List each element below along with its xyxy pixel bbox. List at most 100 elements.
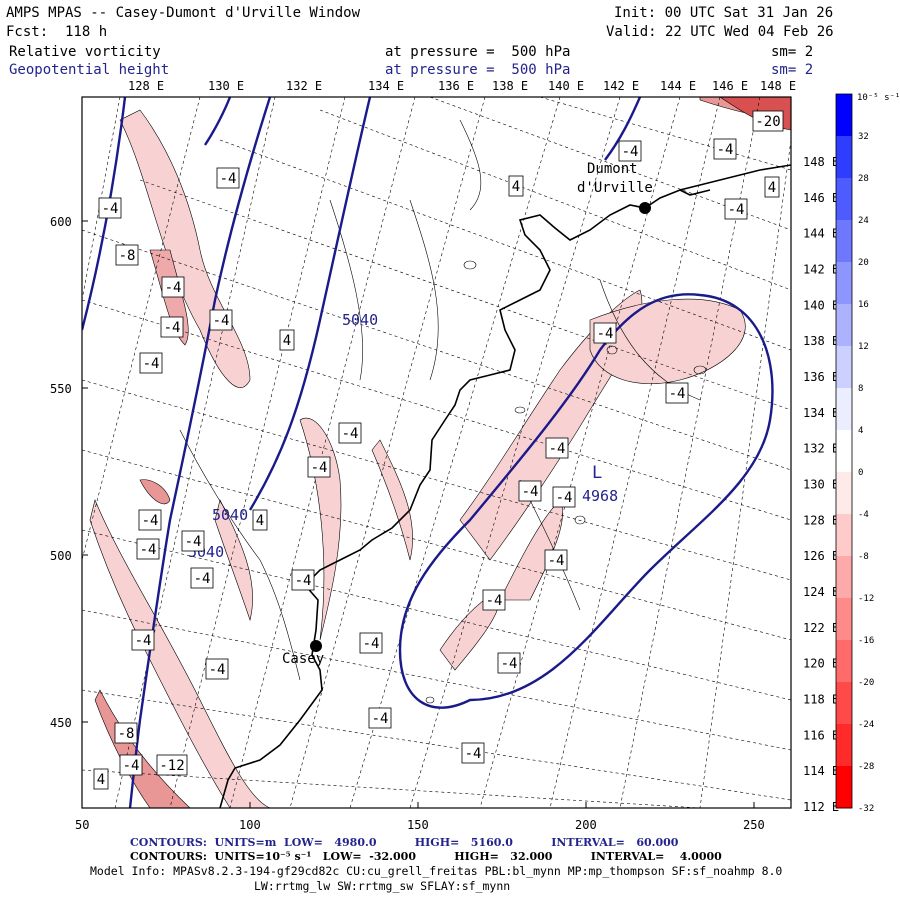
vorticity-label: -4 — [209, 309, 233, 331]
vorticity-label-box — [359, 632, 383, 654]
colorbar-tick-label: -32 — [858, 804, 874, 814]
vorticity-label: -4 — [618, 140, 642, 162]
vorticity-label-text: -20 — [755, 114, 780, 130]
vorticity-label-text: -4 — [165, 280, 182, 296]
forecast-hour: Fcst: 118 h — [6, 24, 108, 40]
height-contours — [82, 97, 774, 808]
right-lon-label: 134 E — [803, 406, 839, 420]
colorbar-segment — [836, 304, 852, 347]
vorticity-label: -4 — [552, 486, 576, 508]
colorbar-segment — [836, 640, 852, 683]
vorticity-label-text: 4 — [256, 513, 264, 529]
y-tick-label: 500 — [50, 549, 72, 563]
top-lon-label: 144 E — [660, 79, 696, 93]
right-lon-label: 118 E — [803, 693, 839, 707]
right-lon-label: 142 E — [803, 263, 839, 277]
contours-vorticity-info: CONTOURS: UNITS=10⁻⁵ s⁻¹ LOW= -32.000 HI… — [130, 850, 722, 863]
vorticity-label-text: -4 — [142, 513, 159, 529]
lat-lon-grid — [82, 97, 791, 808]
colorbar-segment — [836, 178, 852, 221]
vorticity-label: -4 — [160, 316, 184, 338]
colorbar-tick-label: 8 — [858, 384, 863, 394]
right-lon-label: 122 E — [803, 621, 839, 635]
vorticity-label-text: -4 — [717, 142, 734, 158]
station-label-dumont-2: d'Urville — [577, 180, 653, 196]
x-tick-label: 50 — [75, 818, 89, 832]
colorbar-tick-label: 20 — [858, 258, 869, 268]
x-tick-label: 150 — [407, 818, 429, 832]
field2-level: at pressure = 500 hPa — [385, 62, 571, 78]
colorbar-tick-label: 24 — [858, 216, 869, 226]
x-tick-label: 200 — [575, 818, 597, 832]
station-label-dumont-1: Dumont — [587, 161, 638, 177]
right-lon-label: 114 E — [803, 764, 839, 778]
right-lon-label: 136 E — [803, 370, 839, 384]
vorticity-label: -4 — [181, 530, 205, 552]
vorticity-label: -4 — [665, 382, 689, 404]
colorbar-tick-label: 0 — [858, 468, 863, 478]
y-tick-label: 550 — [50, 382, 72, 396]
model-info-2: LW:rrtmg_lw SW:rrtmg_sw SFLAY:sf_mynn — [254, 879, 511, 893]
colorbar-segment — [836, 430, 852, 473]
vorticity-label-text: -4 — [501, 656, 518, 672]
vorticity-label-text: -4 — [465, 746, 482, 762]
vorticity-label-text: -8 — [118, 726, 135, 742]
init-time: Init: 00 UTC Sat 31 Jan 26 — [614, 5, 834, 21]
vorticity-label-text: -4 — [548, 553, 565, 569]
vorticity-label: 4 — [764, 176, 780, 198]
vorticity-label-box — [593, 322, 617, 344]
vorticity-label-text: -4 — [597, 326, 614, 342]
vorticity-label-text: -4 — [342, 426, 359, 442]
colorbar-segment — [836, 682, 852, 725]
vorticity-label-text: -4 — [295, 573, 312, 589]
vorticity-label: -4 — [544, 549, 568, 571]
vorticity-label-box — [497, 652, 521, 674]
vorticity-label: -4 — [138, 509, 162, 531]
colorbar-tick-label: -8 — [858, 552, 869, 562]
station-casey: Casey — [282, 640, 324, 667]
vorticity-label-box — [209, 309, 233, 331]
vorticity-label-text: -4 — [185, 534, 202, 550]
vorticity-label-box — [216, 167, 240, 189]
vorticity-label-text: -4 — [123, 758, 140, 774]
vorticity-label-box — [115, 244, 139, 266]
right-longitude-labels: 148 E 146 E 144 E 142 E 140 E 138 E 136 E 134 E… — [803, 155, 839, 814]
vorticity-label-text: -4 — [549, 441, 566, 457]
vorticity-label-box — [665, 382, 689, 404]
colorbar-tick-label: 28 — [858, 174, 869, 184]
vorticity-label-box — [518, 480, 542, 502]
top-lon-label: 136 E — [438, 79, 474, 93]
height-labels: 5040 5040 5040 4968 L — [188, 311, 618, 561]
contours-height-info: CONTOURS: UNITS=m LOW= 4980.0 HIGH= 5160… — [130, 836, 679, 849]
colorbar-tick-label: -28 — [858, 762, 874, 772]
vorticity-label-text: -4 — [622, 144, 639, 160]
colorbar-tick-label: 4 — [858, 426, 863, 436]
vorticity-label-box — [307, 456, 331, 478]
colorbar-segment — [836, 472, 852, 515]
vorticity-label-text: -12 — [159, 758, 184, 774]
right-lon-label: 124 E — [803, 585, 839, 599]
height-label: 5040 — [342, 311, 378, 329]
colorbar-tick-label: 16 — [858, 300, 869, 310]
colorbar-segment — [836, 598, 852, 641]
model-info: Model Info: MPASv8.2.3-194-gf29cd82c CU:… — [90, 864, 783, 878]
vorticity-labels: -4 -4 -8 -4 -4 -4 4 -4 4 4 -4 -4 -4 -4 -4 -4 -4 -4 -4 -4 -4 -… — [93, 110, 784, 790]
vorticity-label-box — [713, 138, 737, 160]
top-lon-label: 146 E — [712, 79, 748, 93]
vorticity-label-box — [156, 754, 188, 776]
vorticity-label-box — [291, 569, 315, 591]
colorbar-segment — [836, 724, 852, 767]
vorticity-label-text: -4 — [363, 636, 380, 652]
vorticity-label-text: 4 — [283, 333, 291, 349]
vorticity-shading — [89, 97, 791, 808]
vorticity-label: -4 — [205, 658, 229, 680]
colorbar-tick-label: -24 — [858, 720, 874, 730]
vorticity-label-text: -4 — [220, 171, 237, 187]
right-lon-label: 140 E — [803, 298, 839, 312]
map-frame — [81, 96, 792, 809]
top-longitude-labels: 128 E 130 E 132 E 134 E 136 E 138 E 140 E 142 E… — [128, 79, 796, 93]
vorticity-label-text: -4 — [102, 201, 119, 217]
vorticity-label: -4 — [190, 567, 214, 589]
right-lon-label: 138 E — [803, 334, 839, 348]
